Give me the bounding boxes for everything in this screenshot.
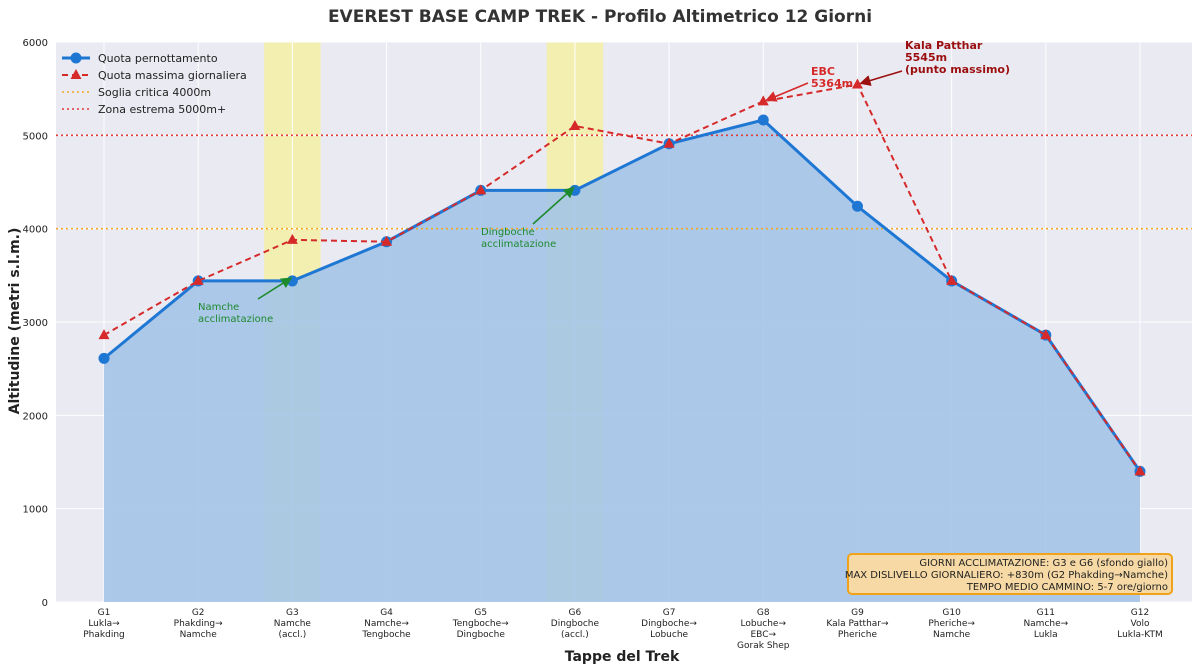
x-tick-label: Lobuche	[650, 630, 688, 640]
y-axis-title: Altitudine (metri s.l.m.)	[7, 228, 23, 415]
y-tick-label: 4000	[23, 225, 48, 236]
legend-label: Soglia critica 4000m	[98, 86, 211, 99]
x-tick-label: Dingboche	[551, 619, 600, 629]
annotation-text: Kala Patthar	[905, 39, 983, 52]
x-tick-label: Lukla	[1034, 630, 1058, 640]
series-point-max	[757, 95, 769, 106]
series-point-overnight	[98, 352, 110, 364]
x-tick-label: Lobuche→	[741, 619, 787, 629]
x-tick-label: Namche	[274, 619, 312, 629]
series-line-overnight	[103, 118, 1142, 473]
annotation-arrow	[532, 186, 575, 225]
info-box-line: MAX DISLIVELLO GIORNALIERO: +830m (G2 Ph…	[845, 570, 1168, 581]
x-tick-label: G3	[286, 608, 299, 618]
series-point-overnight	[757, 114, 769, 126]
plot-layer: 0100020003000400050006000G1Lukla→Phakdin…	[23, 38, 1192, 651]
series-point-max	[1134, 465, 1146, 476]
x-tick-label: Tengboche→	[452, 619, 509, 629]
series-point-max	[286, 233, 298, 244]
series-point-max	[946, 274, 958, 285]
x-axis-title: Tappe del Trek	[565, 649, 680, 665]
info-box-line: TEMPO MEDIO CAMMINO: 5-7 ore/giorno	[966, 582, 1168, 593]
x-tick-label: Tengboche	[361, 630, 411, 640]
x-tick-label: G6	[569, 608, 582, 618]
legend-label: Quota pernottamento	[98, 52, 218, 65]
series-point-overnight	[851, 200, 863, 212]
x-tick-label: Namche	[933, 630, 971, 640]
y-tick-label: 0	[42, 598, 48, 609]
legend-swatch-marker	[70, 52, 82, 64]
y-tick-label: 5000	[23, 131, 48, 142]
annotation-arrow	[765, 82, 809, 102]
x-tick-label: Kala Patthar→	[826, 619, 889, 629]
y-tick-label: 1000	[23, 505, 48, 516]
series-line-max	[103, 83, 1141, 472]
x-tick-label: EBC→	[751, 630, 777, 640]
x-tick-label: Lukla→	[88, 619, 120, 629]
x-tick-label: Phakding	[83, 630, 125, 640]
x-tick-label: Dingboche→	[641, 619, 697, 629]
x-tick-label: Gorak Shep	[737, 641, 790, 651]
annotation-text: acclimatazione	[481, 239, 556, 250]
x-tick-label: Dingboche	[457, 630, 506, 640]
annotation-text: 5545m	[905, 51, 947, 64]
series-point-max	[381, 235, 393, 246]
annotation-arrow	[257, 277, 293, 300]
series-point-max	[192, 274, 204, 285]
x-tick-label: Namche→	[364, 619, 409, 629]
y-tick-label: 6000	[23, 38, 48, 49]
chart-title: EVEREST BASE CAMP TREK - Profilo Altimet…	[328, 7, 872, 27]
series-point-max	[851, 78, 863, 89]
series-point-max	[1040, 329, 1052, 340]
x-tick-label: (accl.)	[561, 630, 589, 640]
info-box-background	[847, 553, 1173, 595]
annotation-text: acclimatazione	[198, 314, 273, 325]
x-tick-label: G12	[1131, 608, 1149, 618]
series-point-max	[663, 137, 675, 148]
legend-label: Zona estrema 5000m+	[98, 103, 226, 116]
x-tick-label: G7	[663, 608, 676, 618]
legend: Quota pernottamento Quota massima giornal…	[62, 52, 247, 116]
x-tick-label: G2	[192, 608, 205, 618]
x-tick-label: G4	[380, 608, 393, 618]
x-tick-label: Namche	[180, 630, 218, 640]
x-tick-label: G1	[98, 608, 111, 618]
y-tick-label: 3000	[23, 318, 48, 329]
info-box-line: GIORNI ACCLIMATAZIONE: G3 e G6 (sfondo g…	[919, 558, 1168, 569]
x-tick-label: G9	[851, 608, 864, 618]
x-tick-label: (accl.)	[278, 630, 306, 640]
annotation-text: (punto massimo)	[905, 63, 1010, 76]
x-tick-label: G10	[942, 608, 961, 618]
x-tick-label: Lukla-KTM	[1117, 630, 1163, 640]
x-tick-label: G11	[1037, 608, 1055, 618]
x-tick-label: Phakding→	[174, 619, 223, 629]
info-box: GIORNI ACCLIMATAZIONE: G3 e G6 (sfondo g…	[845, 553, 1173, 595]
annotation-text: Namche	[198, 302, 239, 313]
x-tick-label: G8	[757, 608, 770, 618]
x-tick-label: Volo	[1131, 619, 1150, 629]
x-tick-label: Pheriche	[838, 630, 878, 640]
series-point-overnight	[286, 275, 298, 287]
annotation-text: 5364m	[811, 77, 853, 90]
annotation-text: Dingboche	[481, 227, 535, 238]
annotation-text: EBC	[811, 65, 835, 78]
overnight-area-fill	[104, 120, 1140, 602]
legend-label: Quota massima giornaliera	[98, 69, 247, 82]
legend-swatch-marker	[70, 69, 82, 79]
x-tick-label: G5	[474, 608, 487, 618]
y-tick-label: 2000	[23, 411, 48, 422]
series-point-max	[569, 120, 581, 130]
x-tick-label: Namche→	[1023, 619, 1068, 629]
annotation-arrow	[859, 70, 903, 86]
series-point-max	[98, 329, 110, 340]
x-tick-label: Pheriche→	[928, 619, 975, 629]
series-point-max	[475, 184, 487, 195]
